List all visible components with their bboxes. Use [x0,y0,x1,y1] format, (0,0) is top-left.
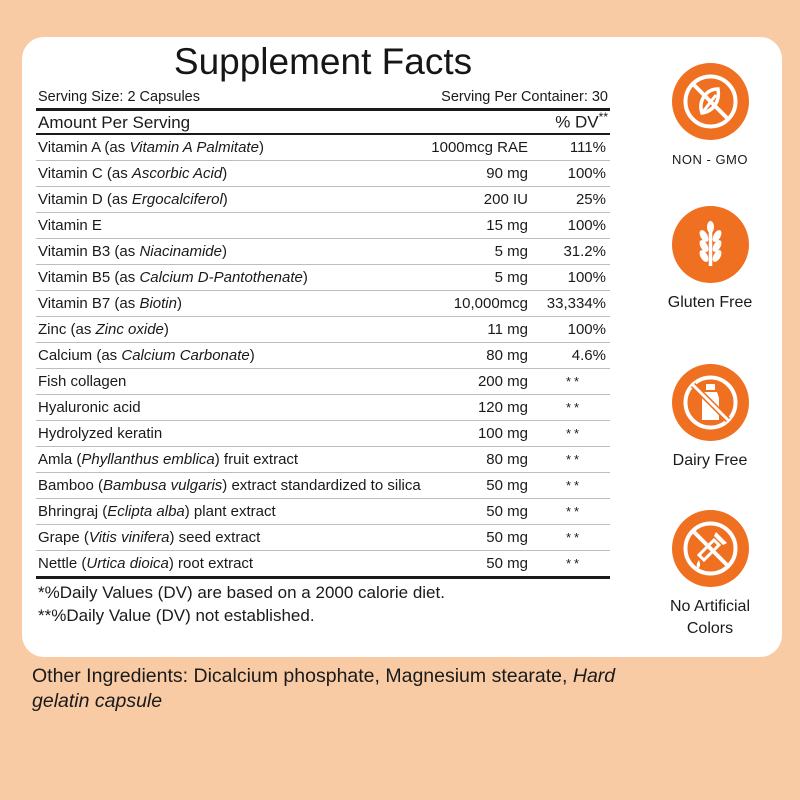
nutrient-row: Vitamin E 15 mg 100% [36,213,610,239]
nutrient-row: Grape (Vitis vinifera) seed extract 50 mg… [36,525,610,551]
dropper-icon [671,510,749,587]
nutrient-dv: ** [565,374,583,389]
nutrient-name: Grape (Vitis vinifera) seed extract [38,529,261,546]
badge-label: NON - GMO [672,152,748,167]
nutrient-name: Vitamin B3 (as Niacinamide) [38,243,227,260]
servings-per-container: Serving Per Container: 30 [441,89,608,105]
nutrient-dv: 100% [567,321,606,338]
nutrient-row: Nettle (Urtica dioica) root extract 50 mg… [36,551,610,576]
nutrient-amount: 11 mg [487,321,528,338]
nutrient-row: Calcium (as Calcium Carbonate) 80 mg 4.6% [36,343,610,369]
badge-no-artificial-colors: No Artificial Colors [640,510,780,640]
nutrient-dv: 100% [567,217,606,234]
nutrient-dv: 111% [569,139,606,156]
nutrient-dv: ** [565,478,583,493]
nutrient-name: Nettle (Urtica dioica) root extract [38,555,254,572]
nutrient-amount: 120 mg [477,399,528,416]
serving-info: Serving Size: 2 Capsules Serving Per Con… [36,88,610,106]
nutrient-amount: 50 mg [486,555,528,572]
nutrient-dv: 25% [575,191,606,208]
divider-medium [36,133,610,135]
nutrient-name: Vitamin B7 (as Biotin) [38,295,182,312]
nutrient-row: Vitamin B5 (as Calcium D-Pantothenate) 5 … [36,265,610,291]
nutrient-name: Vitamin A (as Vitamin A Palmitate) [38,139,264,156]
other-ingredients-italic: Hard gelatin capsule [32,665,616,712]
nutrient-name: Bhringraj (Eclipta alba) plant extract [38,503,276,520]
facts-title: Supplement Facts [173,41,473,82]
nutrient-name: Hyaluronic acid [38,399,141,416]
supplement-facts-panel: Supplement Facts Serving Size: 2 Capsule… [36,37,610,627]
other-ingredients-text: Other Ingredients: Dicalcium phosphate, … [32,665,573,687]
nutrient-amount: 90 mg [486,165,528,182]
nutrient-name: Bamboo (Bambusa vulgaris) extract standa… [38,477,421,494]
nutrient-dv: ** [565,556,583,571]
nutrient-amount: 80 mg [486,451,528,468]
divider-bottom [36,576,610,579]
badge-gluten-free: Gluten Free [640,206,780,314]
badge-label: Dairy Free [672,452,748,469]
nutrient-name: Vitamin B5 (as Calcium D-Pantothenate) [38,269,308,286]
nutrient-amount: 80 mg [486,347,528,364]
nutrient-amount: 1000mcg RAE [431,139,528,156]
nutrient-row: Vitamin A (as Vitamin A Palmitate) 1000mc… [36,135,610,161]
badge-dairy-free: Dairy Free [640,364,780,472]
footnote-not-established: **%Daily Value (DV) not established. [38,606,315,625]
nutrient-dv: 100% [567,165,606,182]
serving-size: Serving Size: 2 Capsules [38,89,200,105]
nutrient-row: Vitamin C (as Ascorbic Acid) 90 mg 100% [36,161,610,187]
nutrient-amount: 200 IU [483,191,528,208]
nutrient-dv: ** [565,426,583,441]
nutrient-row: Bhringraj (Eclipta alba) plant extract 50… [36,499,610,525]
nutrient-name: Amla (Phyllanthus emblica) fruit extract [38,451,299,468]
nutrient-row: Vitamin B3 (as Niacinamide) 5 mg 31.2% [36,239,610,265]
footnote-dv: *%Daily Values (DV) are based on a 2000 … [38,583,445,602]
nutrient-amount: 50 mg [486,503,528,520]
nutrient-amount: 100 mg [477,425,528,442]
non-gmo-leaf-icon [671,63,749,140]
nutrient-amount: 5 mg [494,269,528,286]
nutrient-row: Fish collagen 200 mg ** [36,369,610,395]
nutrient-amount: 10,000mcg [453,295,528,312]
wheat-icon [671,206,749,283]
milk-bottle-icon [671,364,749,441]
nutrient-row: Hyaluronic acid 120 mg ** [36,395,610,421]
nutrient-amount: 5 mg [494,243,528,260]
nutrient-row: Vitamin D (as Ergocalciferol) 200 IU 25% [36,187,610,213]
nutrient-row: Zinc (as Zinc oxide) 11 mg 100% [36,317,610,343]
nutrient-dv: ** [565,504,583,519]
nutrient-dv: 4.6% [571,347,606,364]
nutrient-dv: 31.2% [563,243,606,260]
nutrient-amount: 200 mg [477,373,528,390]
nutrient-row: Hydrolyzed keratin 100 mg ** [36,421,610,447]
nutrient-amount: 15 mg [486,217,528,234]
divider-thick [36,108,610,111]
amount-header: Amount Per Serving % DV** [36,110,610,133]
other-ingredients: Other Ingredients: Dicalcium phosphate, … [32,664,632,714]
badge-non-gmo: NON - GMO [640,63,780,171]
facts-card [22,37,782,657]
nutrient-name: Fish collagen [38,373,127,390]
nutrient-name: Hydrolyzed keratin [38,425,163,442]
footnotes: *%Daily Values (DV) are based on a 2000 … [36,579,610,627]
nutrient-name: Calcium (as Calcium Carbonate) [38,347,255,364]
nutrient-dv: ** [565,530,583,545]
nutrient-amount: 50 mg [486,529,528,546]
nutrient-name: Vitamin D (as Ergocalciferol) [38,191,228,208]
nutrient-amount: 50 mg [486,477,528,494]
nutrient-dv: ** [565,452,583,467]
nutrient-dv: 100% [567,269,606,286]
nutrient-row: Amla (Phyllanthus emblica) fruit extract… [36,447,610,473]
badge-label: No Artificial Colors [669,598,751,637]
nutrient-name: Vitamin C (as Ascorbic Acid) [38,165,228,182]
nutrient-dv: ** [565,400,583,415]
nutrient-table: Vitamin A (as Vitamin A Palmitate) 1000mc… [36,135,610,576]
amount-per-serving-label: Amount Per Serving [38,113,191,132]
nutrient-row: Vitamin B7 (as Biotin) 10,000mcg 33,334% [36,291,610,317]
nutrient-row: Bamboo (Bambusa vulgaris) extract standa… [36,473,610,499]
nutrient-name: Vitamin E [38,217,102,234]
dv-header: % DV** [555,110,608,132]
nutrient-dv: 33,334% [546,295,606,312]
badge-label: Gluten Free [667,294,753,311]
nutrient-name: Zinc (as Zinc oxide) [38,321,169,338]
